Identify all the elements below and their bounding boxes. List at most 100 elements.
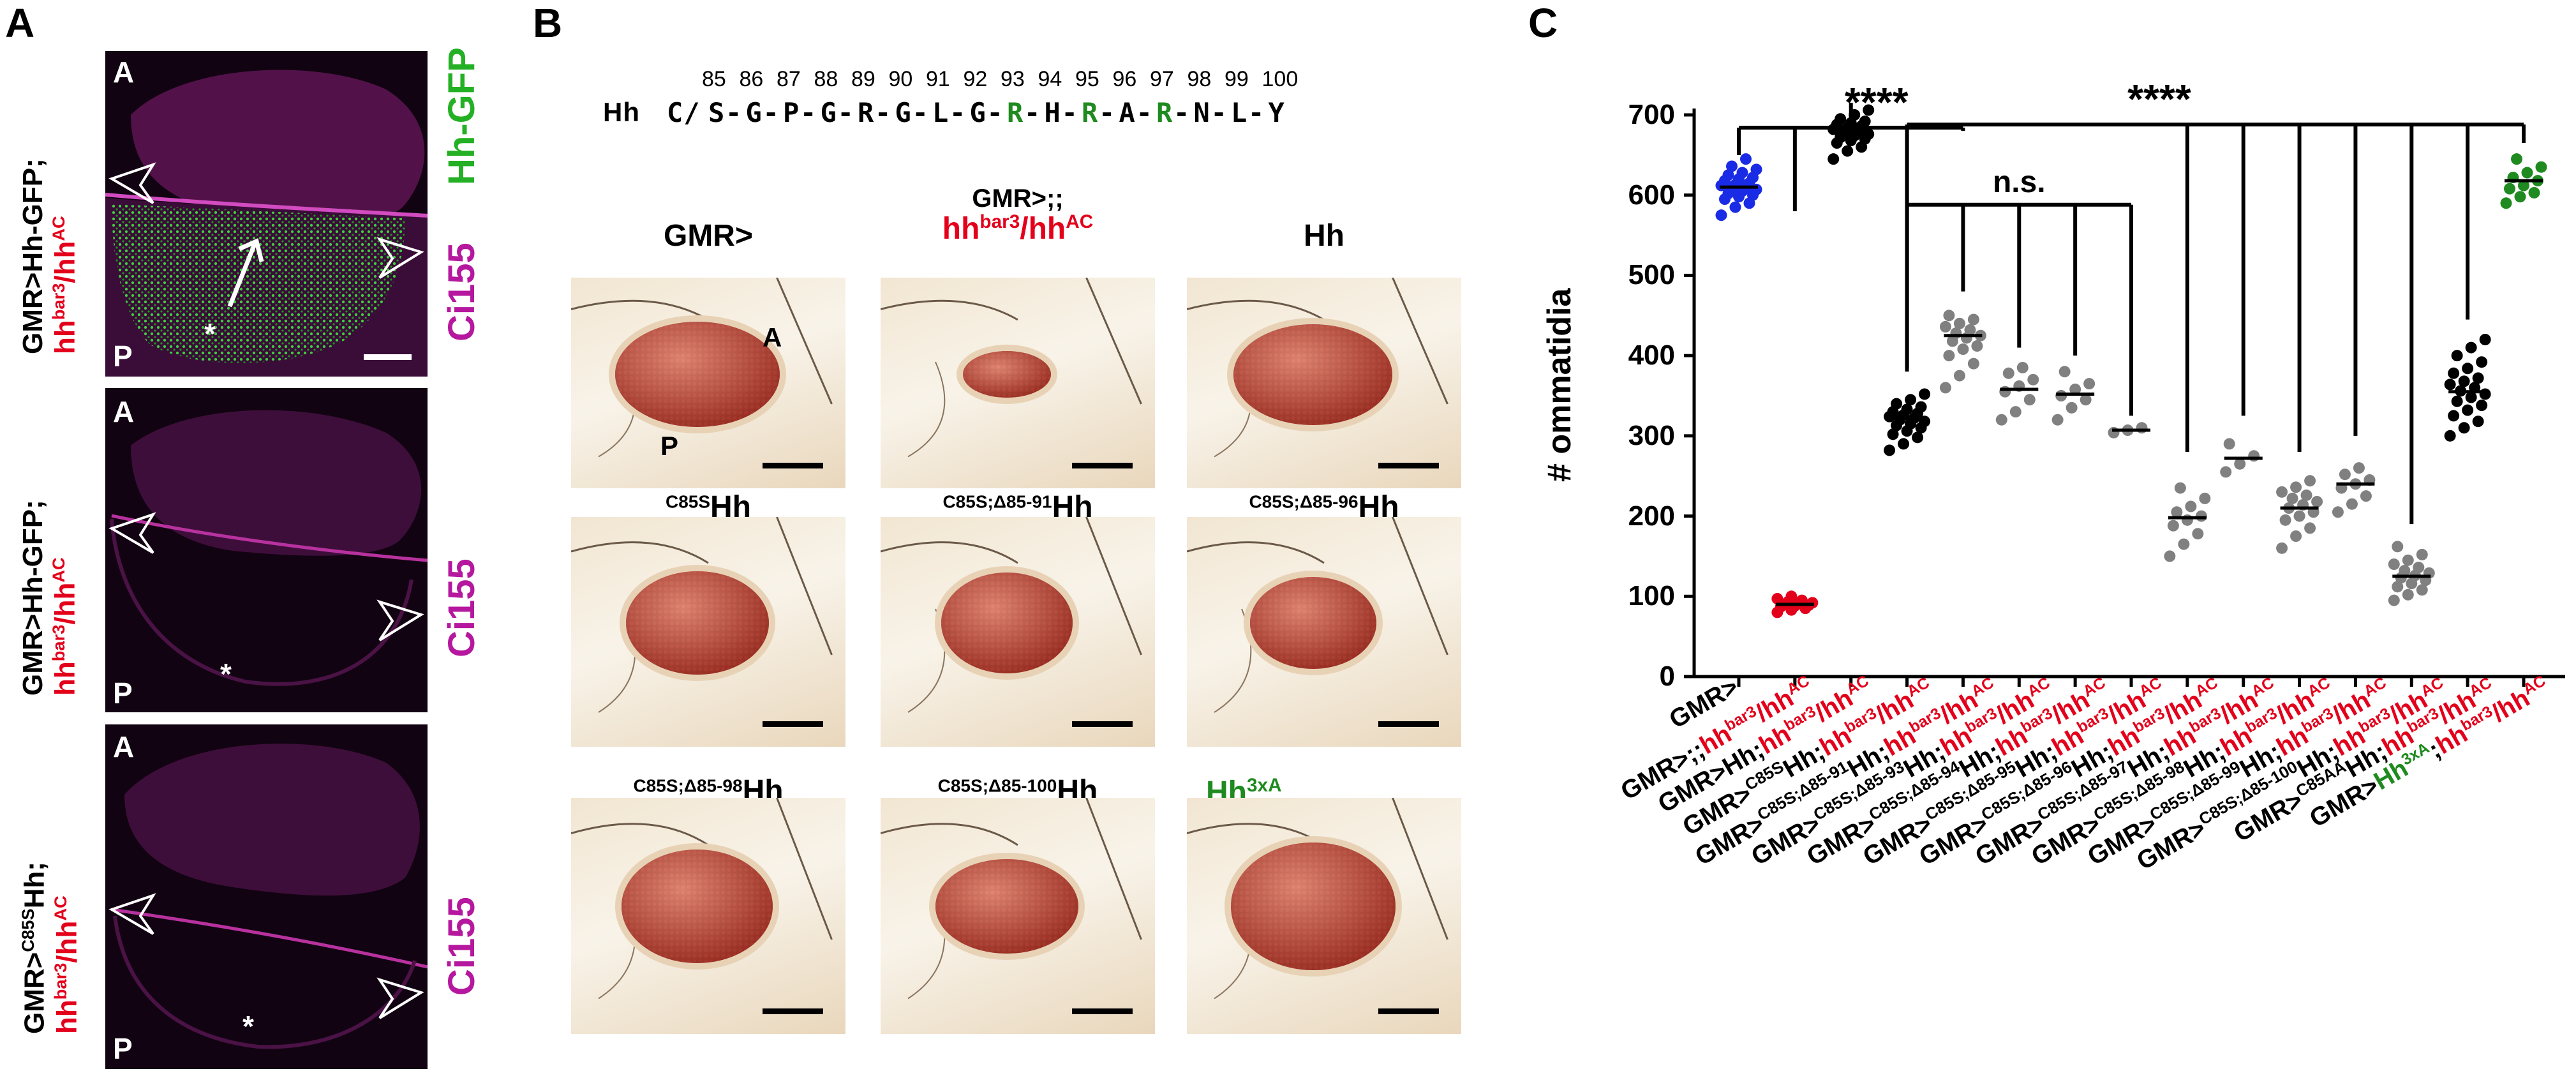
- scale-bar: [763, 463, 823, 468]
- fly-eye-photo: [1187, 278, 1461, 488]
- data-point: [2059, 366, 2071, 378]
- data-point: [1999, 386, 2011, 398]
- data-point: [2476, 356, 2488, 368]
- residue-number: 97: [1150, 67, 1174, 91]
- sequence-dash: -: [763, 97, 780, 128]
- panel-c-letter: C: [1528, 0, 1558, 46]
- data-point: [2462, 363, 2474, 375]
- fly-eye-photo: [881, 278, 1155, 488]
- data-point: [2293, 510, 2305, 522]
- data-point: [1785, 590, 1798, 603]
- sequence-residue: G: [895, 97, 912, 128]
- data-point: [2083, 378, 2096, 390]
- residue-number: 98: [1187, 67, 1212, 91]
- data-point: [2514, 191, 2526, 203]
- residue-number: 87: [777, 67, 801, 91]
- fly-eye-photo: [881, 798, 1155, 1034]
- sequence-dash: -: [986, 97, 1004, 128]
- data-point: [2448, 367, 2460, 379]
- data-point: [2002, 367, 2014, 379]
- data-point: [2332, 506, 2344, 518]
- sequence-prefix: C/: [667, 97, 701, 128]
- sequence-residue: S: [708, 97, 726, 128]
- fly-eye-drawing: [1187, 798, 1448, 1000]
- sequence-residue: P: [783, 97, 800, 128]
- panel-a-letter: A: [5, 0, 35, 46]
- wing-disc-drawing-1: [105, 70, 428, 377]
- data-point: [2174, 482, 2186, 494]
- data-point: [2051, 414, 2064, 426]
- data-point: [1953, 370, 1965, 382]
- data-point: [1939, 320, 1951, 333]
- data-point: [2304, 522, 2316, 534]
- data-point: [2023, 394, 2036, 406]
- sequence-dash: -: [1099, 97, 1116, 128]
- data-point: [2388, 594, 2400, 606]
- fly-eye-drawing: [571, 278, 833, 458]
- data-point: [2069, 383, 2081, 395]
- anterior-label: A: [113, 395, 135, 428]
- wing-disc-image-1: A P *: [105, 51, 428, 377]
- data-point: [1943, 310, 1955, 322]
- fly-eye-drawing: [571, 517, 833, 713]
- residue-number: 99: [1225, 67, 1249, 91]
- data-point: [1859, 116, 1871, 128]
- sequence-residue: G: [745, 97, 763, 128]
- data-point: [2518, 179, 2529, 191]
- data-point: [1722, 169, 1734, 181]
- data-point: [2504, 183, 2515, 195]
- wing-disc-image-3: A P *: [105, 724, 428, 1069]
- data-point: [2388, 558, 2400, 570]
- sequence-residue: R: [1082, 97, 1099, 128]
- data-point: [2458, 422, 2470, 434]
- data-point: [2511, 153, 2522, 165]
- panel-a-row3-label: GMR>C85SHh; hhbar3/hhAC: [18, 862, 83, 1034]
- fly-eye-drawing: [881, 278, 1142, 458]
- data-point: [2178, 538, 2190, 550]
- sequence-residue: G: [969, 97, 986, 128]
- fly-eye-drawing: [881, 517, 1142, 713]
- data-point: [2346, 498, 2358, 510]
- anterior-label: A: [113, 56, 135, 89]
- asterisk-marker: *: [204, 317, 216, 350]
- sequence-dash: -: [875, 97, 892, 128]
- data-point: [1943, 350, 1955, 362]
- data-point: [2353, 462, 2365, 474]
- data-point: [1915, 401, 1927, 413]
- fly-eye-drawing: [881, 798, 1142, 1000]
- data-point: [2220, 466, 2232, 478]
- sequence-dash: -: [1210, 97, 1228, 128]
- fly-eye-drawing: [1187, 517, 1448, 713]
- stain-label-ci155: Ci155: [441, 243, 482, 341]
- data-point: [2171, 506, 2183, 518]
- data-point: [2448, 410, 2460, 422]
- significance-label: ****: [2127, 76, 2191, 122]
- data-point: [2167, 520, 2179, 532]
- data-point: [2472, 372, 2484, 384]
- data-point: [1740, 153, 1752, 165]
- data-point: [2465, 341, 2477, 354]
- data-point: [1898, 438, 1910, 450]
- stain-label-hh-gfp: Hh-GFP: [441, 47, 482, 185]
- residue-number: 100: [1262, 67, 1299, 91]
- sequence-residue: A: [1119, 97, 1136, 128]
- residue-number: 86: [739, 67, 764, 91]
- data-point: [2248, 450, 2260, 462]
- sequence-residue: R: [858, 97, 875, 128]
- sequence-residue: N: [1193, 97, 1210, 128]
- data-point: [2016, 362, 2029, 373]
- data-point: [2399, 565, 2411, 577]
- data-point: [2528, 186, 2540, 198]
- data-point: [1835, 113, 1847, 125]
- data-point: [2185, 500, 2197, 513]
- data-point: [2234, 458, 2246, 470]
- residue-number: 96: [1112, 67, 1137, 91]
- data-point: [2462, 404, 2474, 416]
- data-point: [1971, 340, 1983, 352]
- posterior-label: P: [113, 1032, 133, 1065]
- sequence-dash: -: [912, 97, 929, 128]
- data-point: [2472, 416, 2484, 428]
- residue-number: 95: [1075, 67, 1099, 91]
- asterisk-marker: *: [220, 657, 232, 691]
